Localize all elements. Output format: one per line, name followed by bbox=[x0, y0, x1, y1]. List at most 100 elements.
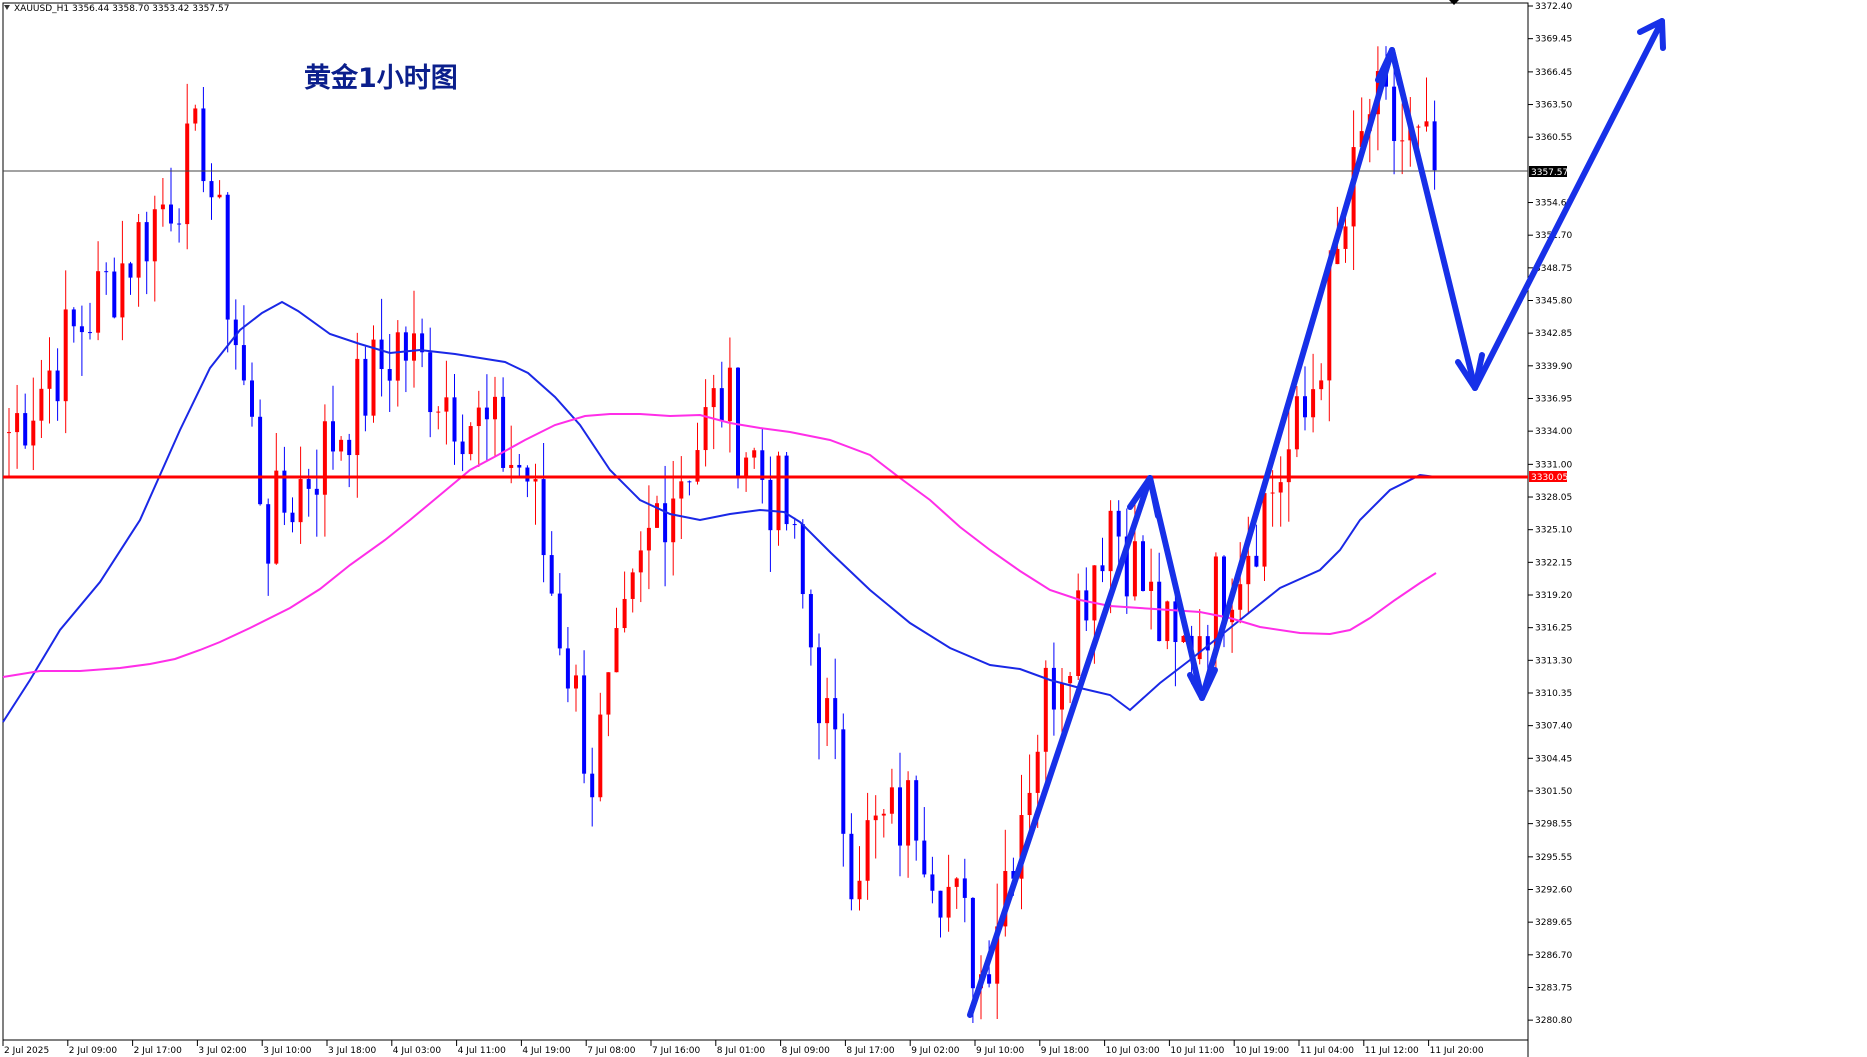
candle-body bbox=[1060, 683, 1064, 710]
candle-body bbox=[703, 407, 708, 451]
candle-body bbox=[906, 780, 911, 846]
candle-body bbox=[1392, 86, 1397, 142]
candle bbox=[857, 846, 862, 911]
candle bbox=[104, 262, 109, 295]
candle-body bbox=[274, 470, 279, 564]
candle bbox=[1124, 508, 1129, 614]
candle-body bbox=[1254, 555, 1259, 567]
candle-body bbox=[549, 555, 554, 594]
candle bbox=[23, 393, 28, 449]
candle bbox=[1205, 624, 1210, 672]
x-tick-label: 3 Jul 02:00 bbox=[198, 1046, 247, 1056]
candle-body bbox=[873, 815, 878, 821]
candle bbox=[671, 460, 676, 576]
candle bbox=[1019, 774, 1024, 910]
candle bbox=[493, 376, 497, 458]
candle bbox=[266, 498, 271, 596]
candle-body bbox=[1165, 601, 1170, 642]
candle-body bbox=[1100, 565, 1105, 572]
candle bbox=[646, 485, 651, 590]
candle-body bbox=[152, 209, 157, 262]
candle-body bbox=[533, 479, 538, 482]
candle-body bbox=[687, 481, 692, 483]
candle bbox=[412, 290, 416, 388]
candle bbox=[47, 337, 52, 424]
candle-body bbox=[484, 407, 489, 420]
candle bbox=[711, 374, 716, 450]
candle-body bbox=[509, 464, 514, 468]
symbol-dropdown-icon[interactable] bbox=[4, 5, 10, 10]
candle bbox=[1270, 470, 1275, 527]
candle-body bbox=[1181, 635, 1186, 643]
candle-body bbox=[1003, 871, 1008, 927]
y-tick-label: 3334.00 bbox=[1535, 427, 1572, 437]
x-tick-label: 11 Jul 20:00 bbox=[1430, 1046, 1484, 1056]
x-tick-label: 10 Jul 19:00 bbox=[1235, 1046, 1289, 1056]
candle-body bbox=[55, 370, 60, 402]
candle-body bbox=[525, 467, 530, 482]
x-tick-label: 4 Jul 11:00 bbox=[458, 1046, 507, 1056]
candle bbox=[1303, 366, 1307, 431]
candle-body bbox=[970, 897, 975, 989]
y-tick-label: 3301.50 bbox=[1535, 787, 1572, 797]
symbol-info: XAUUSD_H1 3356.44 3358.70 3353.42 3357.5… bbox=[14, 4, 229, 14]
candle bbox=[1181, 635, 1186, 644]
candle-body bbox=[136, 222, 141, 278]
candle-body bbox=[1173, 601, 1178, 643]
candle-body bbox=[663, 503, 668, 543]
y-tick-label: 3360.55 bbox=[1535, 133, 1572, 143]
candle-body bbox=[962, 878, 967, 898]
candle-body bbox=[1124, 536, 1129, 597]
candle-body bbox=[79, 326, 84, 333]
candle-body bbox=[266, 504, 271, 564]
candle-body bbox=[428, 352, 433, 413]
candle-body bbox=[322, 421, 327, 495]
candle bbox=[120, 220, 125, 341]
arrow-head-4 bbox=[1455, 352, 1485, 391]
candle bbox=[282, 446, 287, 526]
y-tick-label: 3345.80 bbox=[1535, 297, 1572, 307]
candle-body bbox=[282, 470, 287, 513]
candle bbox=[590, 747, 595, 827]
candle bbox=[533, 463, 538, 525]
candle bbox=[258, 399, 263, 506]
candle-body bbox=[120, 263, 125, 318]
candle bbox=[768, 456, 773, 572]
x-tick-label: 9 Jul 18:00 bbox=[1041, 1046, 1090, 1056]
candle bbox=[549, 531, 554, 596]
candle-body bbox=[598, 714, 603, 798]
candle bbox=[914, 775, 919, 861]
candle bbox=[744, 452, 749, 492]
candle bbox=[241, 305, 246, 386]
candle bbox=[160, 177, 165, 227]
candle-body bbox=[792, 524, 797, 526]
candle-body bbox=[954, 878, 959, 887]
candle bbox=[322, 404, 327, 537]
candle-body bbox=[987, 974, 992, 984]
candle-body bbox=[15, 413, 20, 433]
y-tick-label: 3283.75 bbox=[1535, 983, 1572, 993]
candle bbox=[922, 807, 927, 878]
candle-body bbox=[1205, 636, 1210, 651]
candle bbox=[598, 692, 603, 802]
chart-title: 黄金1小时图 bbox=[304, 62, 458, 94]
candle bbox=[792, 517, 797, 539]
candle bbox=[112, 257, 117, 319]
candle bbox=[817, 633, 821, 760]
candle-body bbox=[582, 675, 587, 774]
up-trend-arrow-2 bbox=[1199, 47, 1395, 701]
candle-body bbox=[1132, 541, 1137, 597]
candle bbox=[808, 589, 813, 666]
candle-body bbox=[371, 339, 376, 416]
candle bbox=[7, 407, 11, 476]
candle-body bbox=[922, 840, 927, 875]
candle-body bbox=[1343, 226, 1348, 249]
y-tick-label: 3328.05 bbox=[1535, 493, 1572, 503]
candle-body bbox=[833, 698, 838, 730]
candle-body bbox=[711, 388, 716, 408]
y-tick-label: 3286.70 bbox=[1535, 951, 1572, 961]
candle-body bbox=[177, 223, 182, 225]
candle-body bbox=[436, 411, 441, 413]
candle bbox=[873, 795, 878, 859]
